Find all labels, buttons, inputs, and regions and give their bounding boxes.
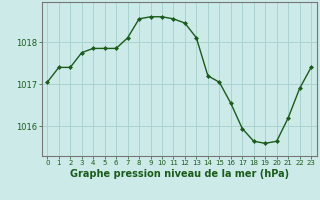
X-axis label: Graphe pression niveau de la mer (hPa): Graphe pression niveau de la mer (hPa)	[70, 169, 289, 179]
